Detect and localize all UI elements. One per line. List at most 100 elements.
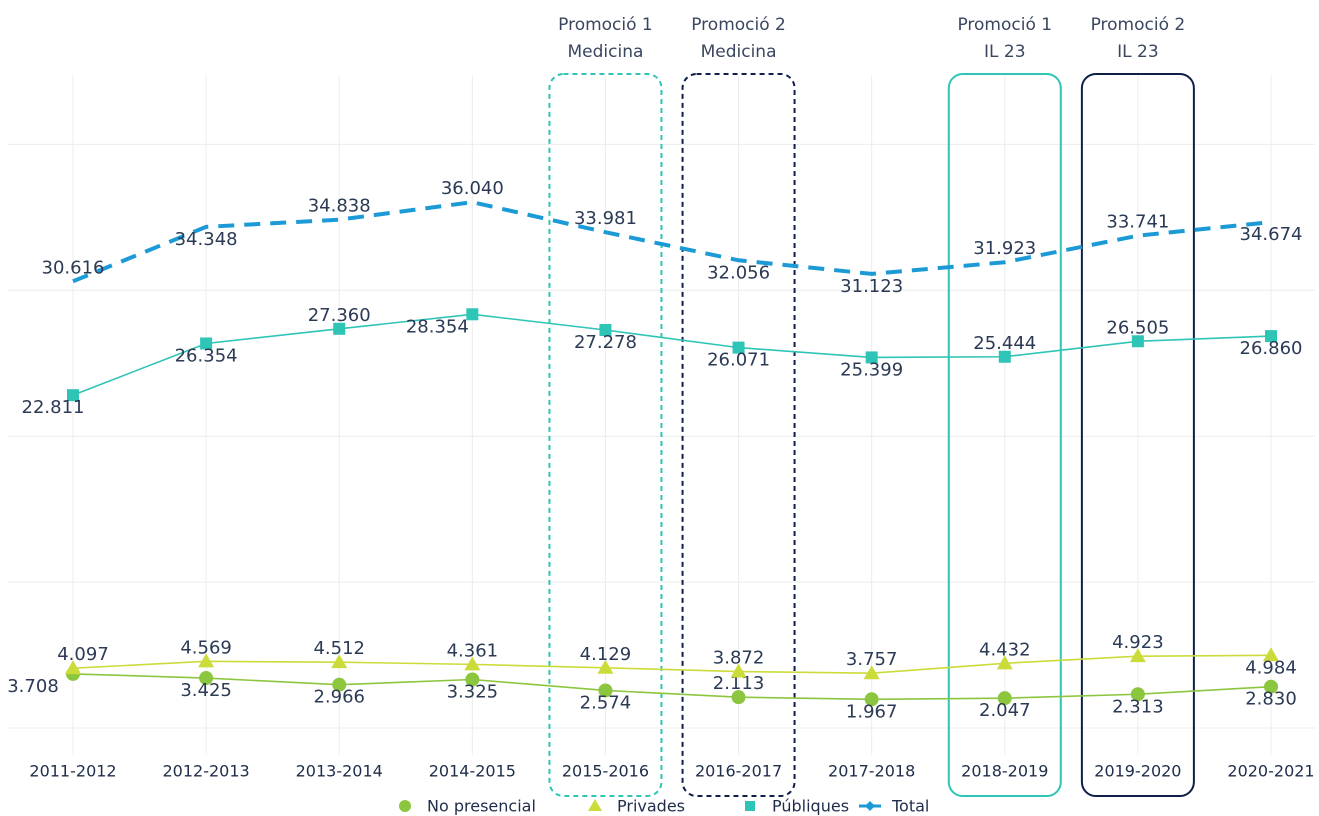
point: [198, 653, 215, 668]
point: [465, 672, 480, 687]
x-tick-label: 2012-2013: [163, 762, 250, 781]
point: [200, 337, 213, 350]
legend-label: No presencial: [427, 797, 536, 816]
x-tick-label: 2011-2012: [29, 762, 116, 781]
x-tick-label: 2013-2014: [296, 762, 383, 781]
point: [588, 799, 602, 811]
data-label: 3.872: [713, 648, 765, 669]
point: [731, 690, 746, 705]
point: [1265, 330, 1277, 343]
data-label: 4.432: [979, 639, 1031, 660]
data-label: 26.505: [1106, 317, 1169, 338]
annotation-text: IL 23: [984, 42, 1026, 62]
data-label: 22.811: [22, 397, 85, 418]
data-label: 4.129: [580, 644, 632, 665]
legend-label: Públiques: [772, 797, 849, 816]
annotation-box: [1080, 73, 1195, 797]
data-label: 26.071: [707, 350, 770, 371]
point: [599, 323, 612, 336]
point: [399, 800, 411, 812]
series-line: [72, 673, 1272, 701]
point: [865, 351, 878, 364]
data-label: 30.616: [42, 257, 105, 278]
data-label: 36.040: [441, 178, 504, 199]
annotation-text: IL 23: [1117, 42, 1159, 62]
annotation-box: [947, 73, 1062, 797]
data-label: 4.569: [180, 637, 232, 658]
point: [333, 322, 346, 335]
point: [1131, 335, 1144, 348]
data-label: 25.399: [840, 359, 903, 380]
data-label: 2.830: [1245, 689, 1297, 710]
series-line: [72, 654, 1272, 674]
point: [1130, 687, 1145, 702]
data-label: 2.313: [1112, 696, 1164, 717]
data-label: 3.325: [447, 681, 499, 702]
data-label: 27.360: [308, 305, 371, 326]
data-label: 4.923: [1112, 632, 1164, 653]
point: [199, 671, 214, 686]
x-tick-label: 2019-2020: [1094, 762, 1181, 781]
annotation-text: Promoció 1: [957, 15, 1052, 35]
annotation-text: Medicina: [701, 42, 777, 62]
point: [597, 659, 614, 674]
data-label: 3.708: [7, 676, 59, 697]
data-label: 32.056: [707, 262, 770, 283]
data-label: 31.923: [973, 238, 1036, 259]
point: [863, 665, 880, 680]
data-label: 3.425: [180, 680, 232, 701]
data-label: 2.966: [313, 687, 365, 708]
point: [331, 654, 348, 669]
annotation-box: [681, 73, 796, 797]
x-tick-label: 2016-2017: [695, 762, 782, 781]
data-label: 2.574: [580, 692, 632, 713]
point: [67, 389, 79, 402]
data-label: 3.757: [846, 649, 898, 670]
x-tick-label: 2018-2019: [961, 762, 1048, 781]
data-label: 27.278: [574, 332, 637, 353]
data-label: 4.097: [57, 644, 109, 665]
legend-label: Total: [891, 797, 929, 816]
data-label: 4.984: [1245, 657, 1297, 678]
data-label: 28.354: [406, 316, 469, 337]
data-label: 34.838: [308, 196, 371, 217]
series-line: [72, 200, 1272, 284]
data-label: 2.047: [979, 700, 1031, 721]
annotation-text: Medicina: [567, 42, 643, 62]
point: [466, 308, 479, 321]
point: [1263, 647, 1279, 662]
data-label: 1.967: [846, 701, 898, 722]
point: [598, 683, 613, 698]
data-label: 33.981: [574, 208, 637, 229]
data-label: 26.860: [1240, 338, 1303, 359]
annotation-text: Promoció 2: [691, 15, 786, 35]
x-tick-label: 2020-2021: [1227, 762, 1314, 781]
point: [998, 350, 1011, 363]
data-label: 4.512: [313, 638, 365, 659]
point: [1129, 648, 1146, 663]
data-label: 34.348: [175, 229, 238, 250]
point: [997, 691, 1012, 706]
data-label: 34.674: [1240, 224, 1303, 245]
data-label: 2.113: [713, 673, 765, 694]
annotation-text: Promoció 1: [558, 15, 653, 35]
point: [730, 663, 747, 678]
point: [865, 801, 875, 811]
point: [1264, 679, 1278, 694]
data-label: 33.741: [1106, 212, 1169, 233]
point: [65, 660, 81, 675]
x-tick-label: 2014-2015: [429, 762, 516, 781]
point: [732, 341, 745, 354]
point: [745, 801, 755, 811]
point: [864, 692, 879, 707]
data-label: 4.361: [447, 640, 499, 661]
x-tick-label: 2015-2016: [562, 762, 649, 781]
data-label: 25.444: [973, 333, 1036, 354]
series-line: [72, 313, 1272, 396]
data-label: 31.123: [840, 276, 903, 297]
point: [996, 655, 1013, 670]
point: [332, 677, 347, 692]
x-tick-label: 2017-2018: [828, 762, 915, 781]
legend-label: Privades: [617, 797, 685, 816]
